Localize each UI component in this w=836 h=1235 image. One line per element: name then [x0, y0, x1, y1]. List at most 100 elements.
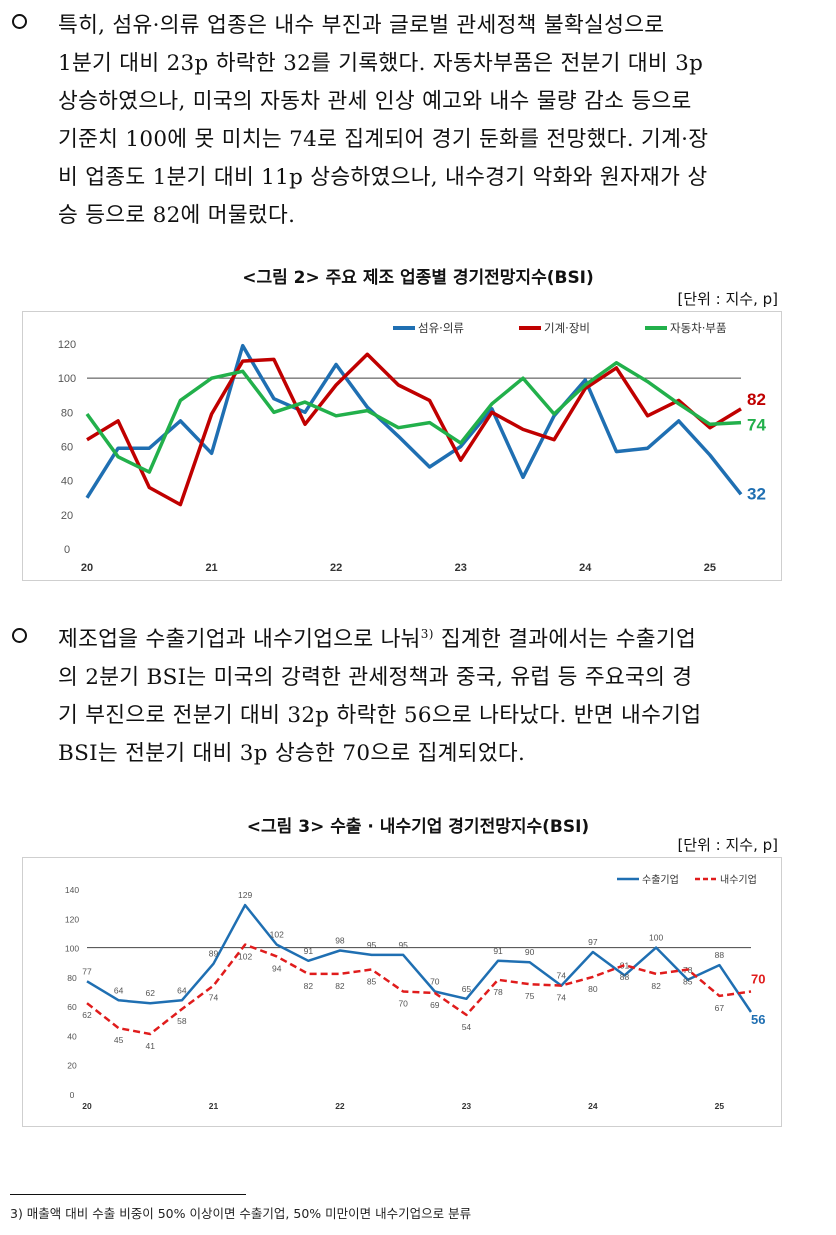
y-tick-label: 120	[65, 914, 79, 924]
data-label: 54	[462, 1022, 472, 1032]
data-label: 74	[209, 993, 219, 1003]
paragraph-text: 집계한 결과에서는 수출기업	[433, 627, 697, 652]
x-tick-label: 22	[330, 562, 342, 574]
y-tick-label: 60	[61, 442, 73, 454]
data-label: 95	[367, 940, 377, 950]
legend-label: 수출기업	[642, 873, 679, 886]
data-label: 81	[620, 960, 630, 970]
x-tick-label: 23	[462, 1101, 472, 1111]
x-tick-label: 21	[209, 1101, 219, 1111]
end-value-label: 32	[747, 484, 766, 503]
end-value-label: 74	[747, 416, 766, 435]
x-tick-label: 20	[82, 1101, 92, 1111]
data-label: 85	[683, 977, 693, 987]
data-label: 91	[304, 946, 314, 956]
y-tick-label: 140	[65, 885, 79, 895]
data-label: 82	[335, 981, 345, 991]
data-label: 102	[270, 930, 284, 940]
data-label: 62	[82, 1010, 92, 1020]
x-tick-label: 21	[205, 562, 217, 574]
legend-label: 섬유·의류	[418, 321, 464, 335]
data-label: 100	[649, 933, 663, 943]
paragraph-line: 기 부진으로 전분기 대비 32p 하락한 56으로 나타났다. 반면 내수기업	[58, 703, 702, 728]
data-label: 85	[367, 977, 377, 987]
end-value-label: 82	[747, 390, 766, 409]
footnote: 3) 매출액 대비 수출 비중이 50% 이상이면 수출기업, 50% 미만이면…	[10, 1206, 472, 1221]
y-tick-label: 0	[70, 1090, 75, 1100]
data-label: 90	[525, 947, 535, 957]
data-label: 74	[557, 993, 567, 1003]
series-line	[86, 352, 742, 507]
y-tick-label: 80	[67, 973, 77, 983]
x-tick-label: 22	[335, 1101, 345, 1111]
paragraph-line: 특히, 섬유·의류 업종은 내수 부진과 글로벌 관세정책 불확실성으로	[58, 13, 665, 38]
data-label: 41	[146, 1041, 156, 1051]
data-label: 77	[82, 966, 92, 976]
data-label: 88	[715, 950, 725, 960]
bullet-circle-icon	[12, 628, 27, 643]
y-tick-label: 20	[61, 510, 73, 522]
end-value-label: 70	[751, 972, 765, 987]
data-label: 74	[557, 971, 567, 981]
industry-bsi-chart: 0 20 40 60 80 100 120 20 21 22 23 24 25 32 섬유·의류 82 기계·장…	[22, 311, 782, 581]
y-tick-label: 100	[65, 944, 79, 954]
y-tick-label: 20	[67, 1061, 77, 1071]
series-line	[86, 943, 752, 1036]
paragraph-line: 의 2분기 BSI는 미국의 강력한 관세정책과 중국, 유럽 등 주요국의 경	[58, 665, 693, 690]
x-tick-label: 25	[715, 1101, 725, 1111]
paragraph-line: BSI는 전분기 대비 3p 상승한 70으로 집계되었다.	[58, 741, 526, 766]
data-label: 67	[715, 1003, 725, 1013]
data-label: 82	[651, 981, 661, 991]
series-line	[85, 343, 743, 499]
data-label: 69	[430, 1000, 440, 1010]
bullet-circle-icon	[12, 14, 27, 29]
paragraph-line: 기준치 100에 못 미치는 74로 집계되어 경기 둔화를 전망했다. 기계·…	[58, 127, 709, 152]
footnote-divider	[10, 1194, 246, 1195]
data-label: 70	[430, 977, 440, 987]
x-tick-label: 20	[81, 562, 93, 574]
data-label: 45	[114, 1035, 124, 1045]
data-label: 94	[272, 963, 282, 973]
data-label: 65	[462, 984, 472, 994]
data-label: 88	[620, 972, 630, 982]
data-label: 97	[588, 937, 598, 947]
paragraph-line: 상승하였으나, 미국의 자동차 관세 인상 예고와 내수 물량 감소 등으로	[58, 89, 692, 114]
data-label: 58	[177, 1016, 187, 1026]
figure-3-title: <그림 3> 수출 · 내수기업 경기전망지수(BSI)	[246, 817, 590, 837]
y-tick-label: 120	[58, 339, 76, 351]
paragraph-line: 제조업을 수출기업과 내수기업으로 나눠3) 집계한 결과에서는 수출기업	[58, 622, 696, 653]
data-label: 102	[238, 952, 252, 962]
paragraph-line: 1분기 대비 23p 하락한 32를 기록했다. 자동차부품은 전분기 대비 3…	[58, 51, 704, 76]
data-label: 75	[525, 991, 535, 1001]
data-label: 70	[398, 999, 408, 1009]
data-label: 62	[146, 988, 156, 998]
series-line	[85, 361, 742, 474]
data-label: 89	[209, 949, 219, 959]
y-tick-label: 40	[67, 1031, 77, 1041]
y-tick-label: 80	[61, 407, 73, 419]
x-tick-label: 25	[704, 562, 716, 574]
data-label: 64	[177, 985, 187, 995]
y-tick-label: 0	[64, 544, 70, 556]
x-tick-label: 24	[588, 1101, 598, 1111]
industry-bsi-chart-svg: 0 20 40 60 80 100 120 20 21 22 23 24 25 32 섬유·의류 82 기계·장…	[58, 321, 767, 574]
legend-label: 기계·장비	[544, 321, 590, 335]
end-value-label: 56	[751, 1012, 765, 1027]
data-label: 78	[493, 987, 503, 997]
x-tick-label: 24	[579, 562, 592, 574]
paragraph-text: 제조업을 수출기업과 내수기업으로 나눠	[58, 627, 421, 652]
data-label: 82	[304, 981, 314, 991]
data-label: 98	[335, 936, 345, 946]
x-tick-label: 23	[455, 562, 467, 574]
data-label: 129	[238, 890, 252, 900]
y-tick-label: 100	[58, 373, 76, 385]
y-tick-label: 60	[67, 1002, 77, 1012]
export-domestic-bsi-chart: 0 20 40 60 80 100 120 140 20 21 22 23 24 25 77 64 62 64 89…	[22, 857, 782, 1127]
legend-label: 내수기업	[720, 873, 757, 886]
footnote-ref: 3)	[420, 626, 434, 641]
paragraph-line: 승 등으로 82에 머물렀다.	[58, 203, 296, 228]
export-domestic-bsi-chart-svg: 0 20 40 60 80 100 120 140 20 21 22 23 24 25 77 64 62 64 89…	[65, 873, 766, 1111]
series-line	[86, 903, 753, 1013]
y-tick-label: 40	[61, 476, 73, 488]
data-label: 64	[114, 985, 124, 995]
